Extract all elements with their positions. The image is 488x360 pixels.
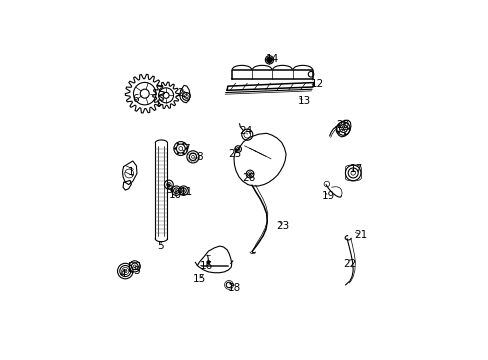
Circle shape xyxy=(174,148,176,149)
Circle shape xyxy=(338,125,339,126)
Text: 17: 17 xyxy=(349,164,363,174)
Text: 9: 9 xyxy=(166,185,173,195)
Text: 22: 22 xyxy=(343,258,356,269)
Text: 11: 11 xyxy=(179,187,193,197)
Text: 13: 13 xyxy=(297,96,311,106)
Text: 8: 8 xyxy=(194,152,202,162)
Text: 18: 18 xyxy=(227,283,241,293)
Circle shape xyxy=(177,153,179,154)
Text: 15: 15 xyxy=(192,274,205,284)
Text: 16: 16 xyxy=(199,261,212,271)
Text: 21: 21 xyxy=(354,230,367,240)
Circle shape xyxy=(344,122,346,124)
Text: 1: 1 xyxy=(127,167,137,177)
Text: 12: 12 xyxy=(310,79,323,89)
Circle shape xyxy=(183,153,184,154)
Circle shape xyxy=(347,128,349,129)
Circle shape xyxy=(266,57,272,63)
Text: 5: 5 xyxy=(157,241,163,251)
Circle shape xyxy=(338,131,339,133)
Text: 3: 3 xyxy=(133,266,140,276)
Circle shape xyxy=(249,173,250,175)
Circle shape xyxy=(168,184,169,185)
Text: 2: 2 xyxy=(176,88,183,98)
Circle shape xyxy=(344,133,346,135)
Text: 4: 4 xyxy=(120,269,126,279)
Text: 10: 10 xyxy=(168,190,182,200)
Text: 24: 24 xyxy=(239,126,252,135)
Text: 19: 19 xyxy=(322,191,335,201)
Text: 6: 6 xyxy=(132,94,142,104)
Circle shape xyxy=(177,143,179,145)
Text: 26: 26 xyxy=(241,174,255,184)
Circle shape xyxy=(185,148,187,149)
Text: 25: 25 xyxy=(228,149,242,158)
Text: 23: 23 xyxy=(276,221,289,231)
Text: 7: 7 xyxy=(183,144,189,154)
Circle shape xyxy=(206,261,210,264)
Text: 14: 14 xyxy=(265,54,278,64)
Text: 20: 20 xyxy=(335,120,348,130)
Circle shape xyxy=(183,143,184,145)
